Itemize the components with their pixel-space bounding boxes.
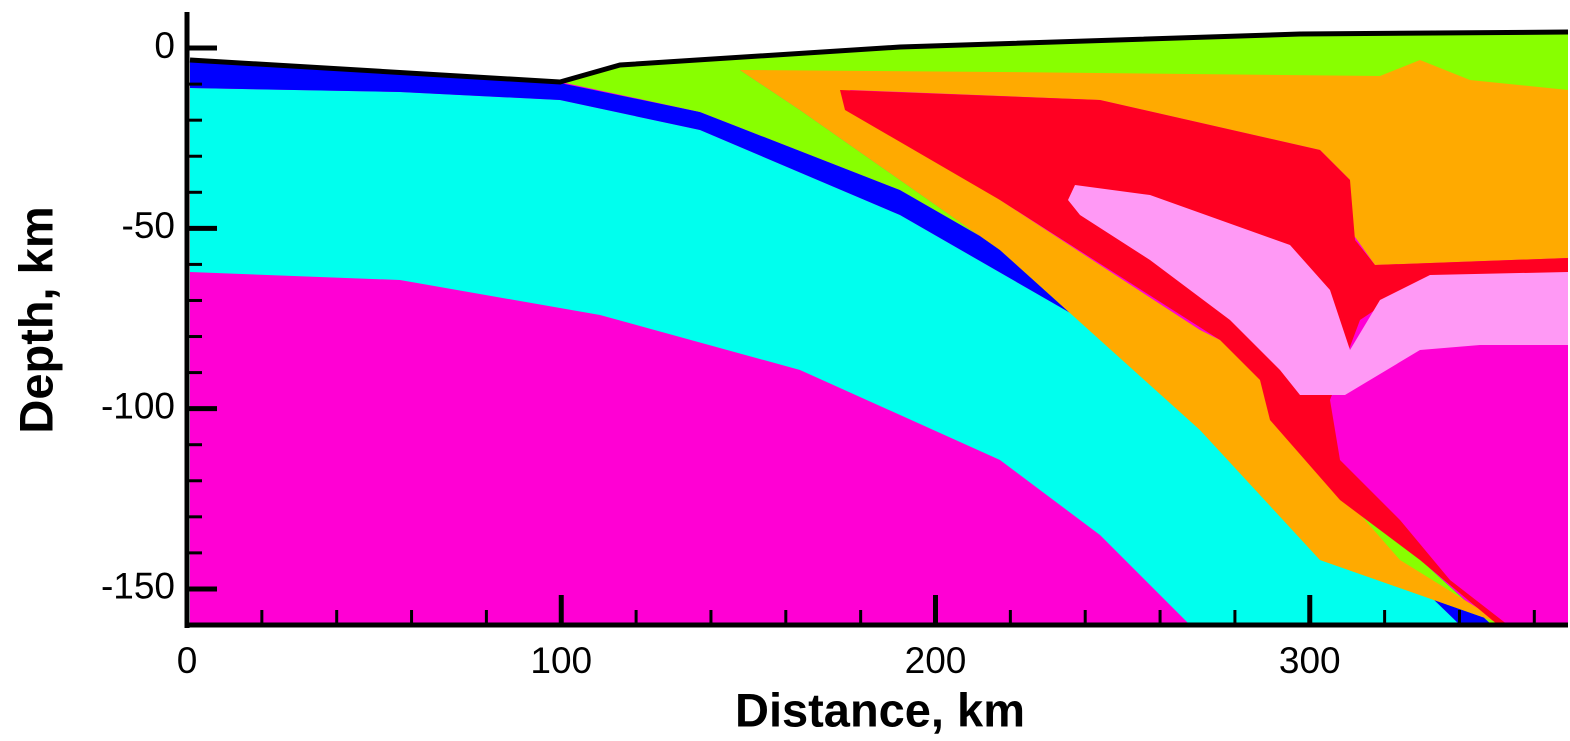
air-region: [190, 0, 1570, 82]
crust-region: [740, 60, 1568, 625]
melt-region: [840, 90, 1568, 625]
y-tick-label: 0: [154, 25, 175, 66]
x-tick-label: 300: [1279, 640, 1341, 681]
x-tick-label: 100: [530, 640, 592, 681]
slab-crust-region: [190, 60, 1492, 625]
y-axis-title: Depth, km: [9, 206, 62, 433]
x-tick-label: 0: [177, 640, 198, 681]
x-axis-title: Distance, km: [735, 683, 1025, 736]
partial-melt-region: [1068, 185, 1568, 395]
slab-core-region: [190, 88, 1460, 625]
model-field: [189, 0, 1570, 625]
y-tick-label: -50: [122, 205, 175, 246]
surface-line: [189, 29, 1569, 85]
x-tick-label: 200: [905, 640, 967, 681]
y-tick-label: -150: [101, 566, 175, 607]
y-tick-label: -100: [101, 385, 175, 426]
